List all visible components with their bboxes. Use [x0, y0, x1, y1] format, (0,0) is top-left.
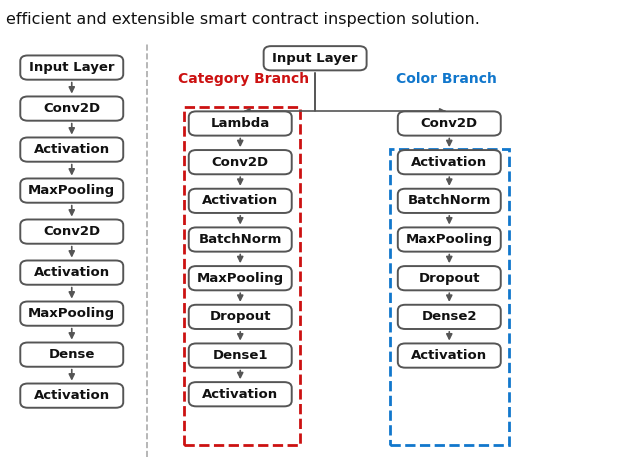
Text: Color Branch: Color Branch: [396, 72, 497, 86]
FancyBboxPatch shape: [20, 343, 124, 367]
FancyBboxPatch shape: [20, 55, 124, 80]
Text: Activation: Activation: [411, 349, 487, 362]
FancyBboxPatch shape: [20, 260, 124, 285]
Text: MaxPooling: MaxPooling: [197, 272, 284, 285]
FancyBboxPatch shape: [20, 384, 124, 408]
FancyBboxPatch shape: [188, 382, 292, 406]
FancyBboxPatch shape: [398, 227, 500, 252]
Text: Conv2D: Conv2D: [43, 102, 100, 115]
Text: Input Layer: Input Layer: [29, 61, 115, 74]
Text: MaxPooling: MaxPooling: [28, 184, 115, 197]
FancyBboxPatch shape: [20, 219, 124, 244]
Text: Conv2D: Conv2D: [421, 117, 478, 130]
FancyBboxPatch shape: [398, 189, 500, 213]
Text: MaxPooling: MaxPooling: [406, 233, 493, 246]
Text: MaxPooling: MaxPooling: [28, 307, 115, 320]
Bar: [390, 149, 509, 445]
Text: efficient and extensible smart contract inspection solution.: efficient and extensible smart contract …: [6, 12, 480, 27]
Text: Conv2D: Conv2D: [212, 156, 269, 169]
Text: Activation: Activation: [34, 389, 110, 402]
FancyBboxPatch shape: [20, 178, 124, 203]
Text: Activation: Activation: [202, 388, 278, 401]
Text: Dense1: Dense1: [213, 349, 268, 362]
FancyBboxPatch shape: [20, 96, 124, 121]
FancyBboxPatch shape: [188, 150, 292, 174]
Text: Dropout: Dropout: [419, 272, 480, 285]
Text: Activation: Activation: [202, 194, 278, 207]
Text: BatchNorm: BatchNorm: [198, 233, 282, 246]
Text: Input Layer: Input Layer: [272, 52, 358, 65]
FancyBboxPatch shape: [188, 343, 292, 368]
FancyBboxPatch shape: [188, 266, 292, 290]
FancyBboxPatch shape: [398, 305, 500, 329]
FancyBboxPatch shape: [398, 266, 500, 290]
FancyBboxPatch shape: [20, 302, 124, 326]
Text: BatchNorm: BatchNorm: [407, 194, 491, 207]
Text: Activation: Activation: [34, 266, 110, 279]
Bar: [184, 107, 300, 445]
FancyBboxPatch shape: [188, 111, 292, 136]
Text: Conv2D: Conv2D: [43, 225, 100, 238]
FancyBboxPatch shape: [398, 111, 500, 136]
FancyBboxPatch shape: [263, 46, 367, 70]
Text: Dense2: Dense2: [422, 310, 477, 323]
Text: Dropout: Dropout: [210, 310, 271, 323]
FancyBboxPatch shape: [188, 227, 292, 252]
Text: Activation: Activation: [34, 143, 110, 156]
FancyBboxPatch shape: [398, 150, 500, 174]
FancyBboxPatch shape: [20, 137, 124, 162]
Text: Dense: Dense: [49, 348, 95, 361]
Text: Activation: Activation: [411, 156, 487, 169]
FancyBboxPatch shape: [398, 343, 500, 368]
Text: Lambda: Lambda: [211, 117, 270, 130]
FancyBboxPatch shape: [188, 189, 292, 213]
Text: Category Branch: Category Branch: [178, 72, 309, 86]
FancyBboxPatch shape: [188, 305, 292, 329]
